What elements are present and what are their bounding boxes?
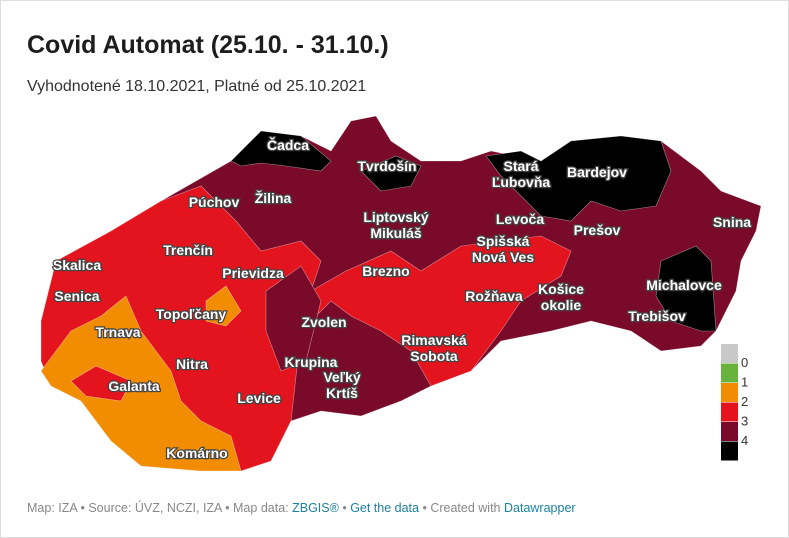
region-black-tvrdosin [360,155,422,192]
district-label: Bardejov [567,164,627,180]
title: Covid Automat (25.10. - 31.10.) [27,31,389,59]
district-label: Prievidza [222,265,284,281]
footer: Map: IZA • Source: ÚVZ, NCZI, IZA • Map … [27,501,576,515]
region-black-north [230,130,332,172]
district-label: Snina [713,214,751,230]
district-label: Skalica [53,257,101,273]
link[interactable]: ZBGIS® [292,501,339,515]
region-orange [40,295,242,472]
district-label: Žilina [255,189,292,206]
district-label: Brezno [362,263,409,279]
district-label: Nitra [176,356,208,372]
district-label: Ľubovňa [492,174,551,190]
subtitle: Vyhodnotené 18.10.2021, Platné od 25.10.… [27,78,367,95]
district-label: Topoľčany [156,306,227,322]
district-label: Liptovský [363,209,429,225]
district-label: Veľký [323,369,361,385]
district-label: Mikuláš [370,225,422,241]
legend-swatch [721,363,738,383]
legend-swatch [721,441,738,461]
legend-label: 2 [741,394,748,409]
district-label: okolie [541,297,582,313]
legend-label: 3 [741,414,748,429]
district-label: Košice [538,281,584,297]
district-label: Krupina [285,354,338,370]
district-label: Rimavská [401,332,467,348]
district-label: Nová Ves [472,249,534,265]
district-label: Prešov [574,222,621,238]
legend-label: 1 [741,375,748,390]
link[interactable]: Get the data [350,501,419,515]
district-label: Levice [237,390,281,406]
legend-swatch [721,422,738,441]
footer-text: • Created with [422,501,501,515]
footer-text: • [342,501,347,515]
legend-swatch [721,402,738,422]
district-label: Krtíš [326,385,358,401]
legend-label: 0 [741,355,748,370]
district-label: Senica [54,288,99,304]
footer-text: Map: IZA • Source: ÚVZ, NCZI, IZA • Map … [27,501,289,515]
region-galanta [70,365,132,402]
district-label: Púchov [189,194,240,210]
region-black-michalovce [655,245,717,332]
district-label: Trebišov [628,308,686,324]
district-label: Zvolen [301,314,346,330]
district-label: Rožňava [465,288,523,304]
district-label: Tvrdošín [357,158,416,174]
region-level-4-dark [265,265,322,372]
legend-label: 4 [741,433,748,448]
district-label: Michalovce [646,277,722,293]
district-label: Levoča [496,211,544,227]
legend-swatch [721,383,738,402]
regions [40,115,762,472]
district-label: Stará [503,158,538,174]
district-label: Trenčín [163,242,213,258]
link[interactable]: Datawrapper [504,501,576,515]
district-label: Sobota [410,348,458,364]
legend-swatch [721,344,738,363]
district-label: Spišská [477,233,530,249]
district-label: Trnava [95,324,140,340]
region-black-east [485,135,672,222]
region-topolcany [205,285,242,327]
district-label: Komárno [166,445,227,461]
district-label: Galanta [108,378,160,394]
district-label: Čadca [267,136,309,153]
